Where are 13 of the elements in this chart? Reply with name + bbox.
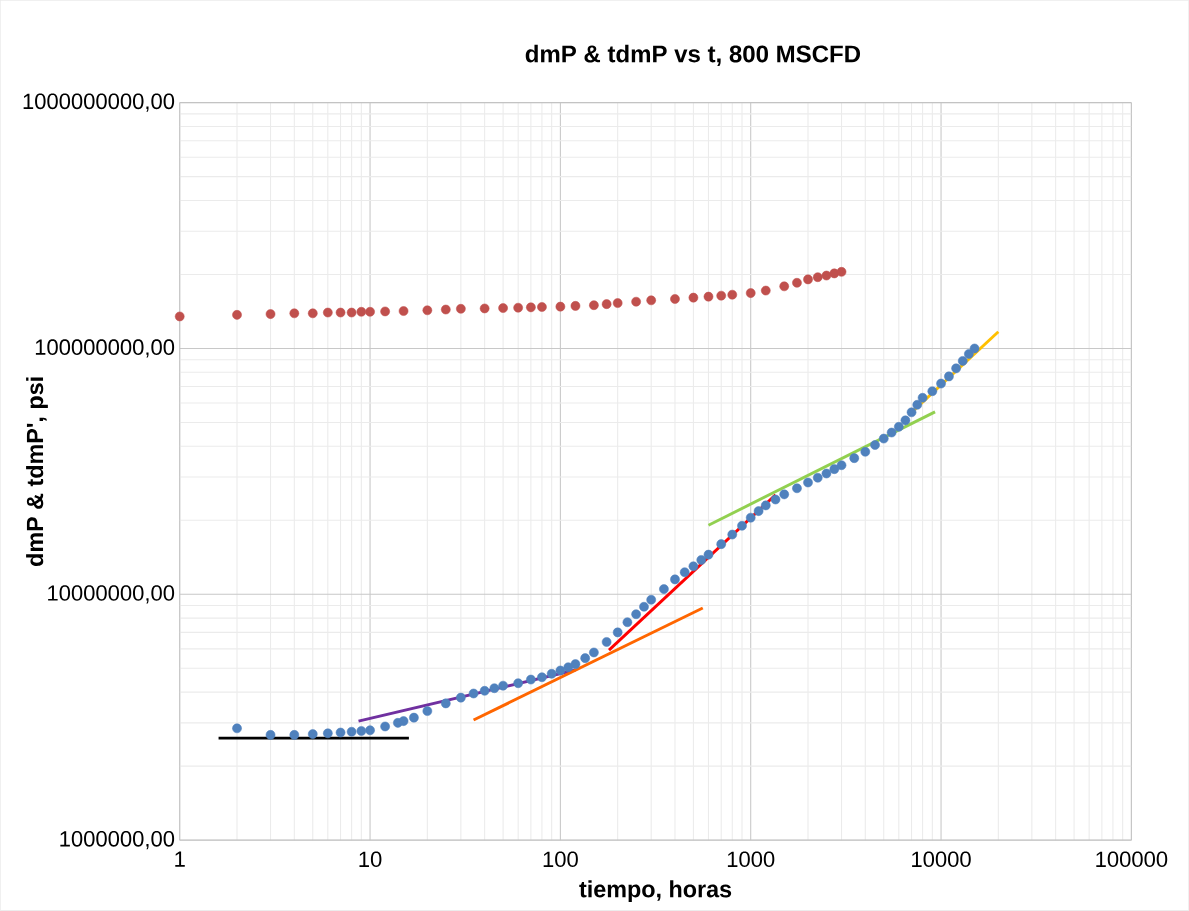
y-tick-label: 1000000,00 [60, 831, 175, 850]
x-tick-label: 100 [543, 851, 578, 868]
x-axis-title: tiempo, horas [579, 880, 732, 903]
x-tick-label: 1000 [727, 851, 775, 868]
x-tick-label: 100000 [1096, 851, 1168, 868]
x-tick-label: 10000 [912, 851, 971, 868]
y-tick-label: 1000000000,00 [23, 93, 175, 112]
y-tick-label: 100000000,00 [35, 339, 175, 358]
chart-title: dmP & tdmP vs t, 800 MSCFD [525, 44, 861, 66]
y-axis-title: dmP & tdmP', psi [26, 377, 48, 567]
y-tick-label: 10000000,00 [48, 585, 175, 604]
x-tick-label: 1 [175, 851, 185, 867]
x-tick-label: 10 [359, 851, 382, 868]
